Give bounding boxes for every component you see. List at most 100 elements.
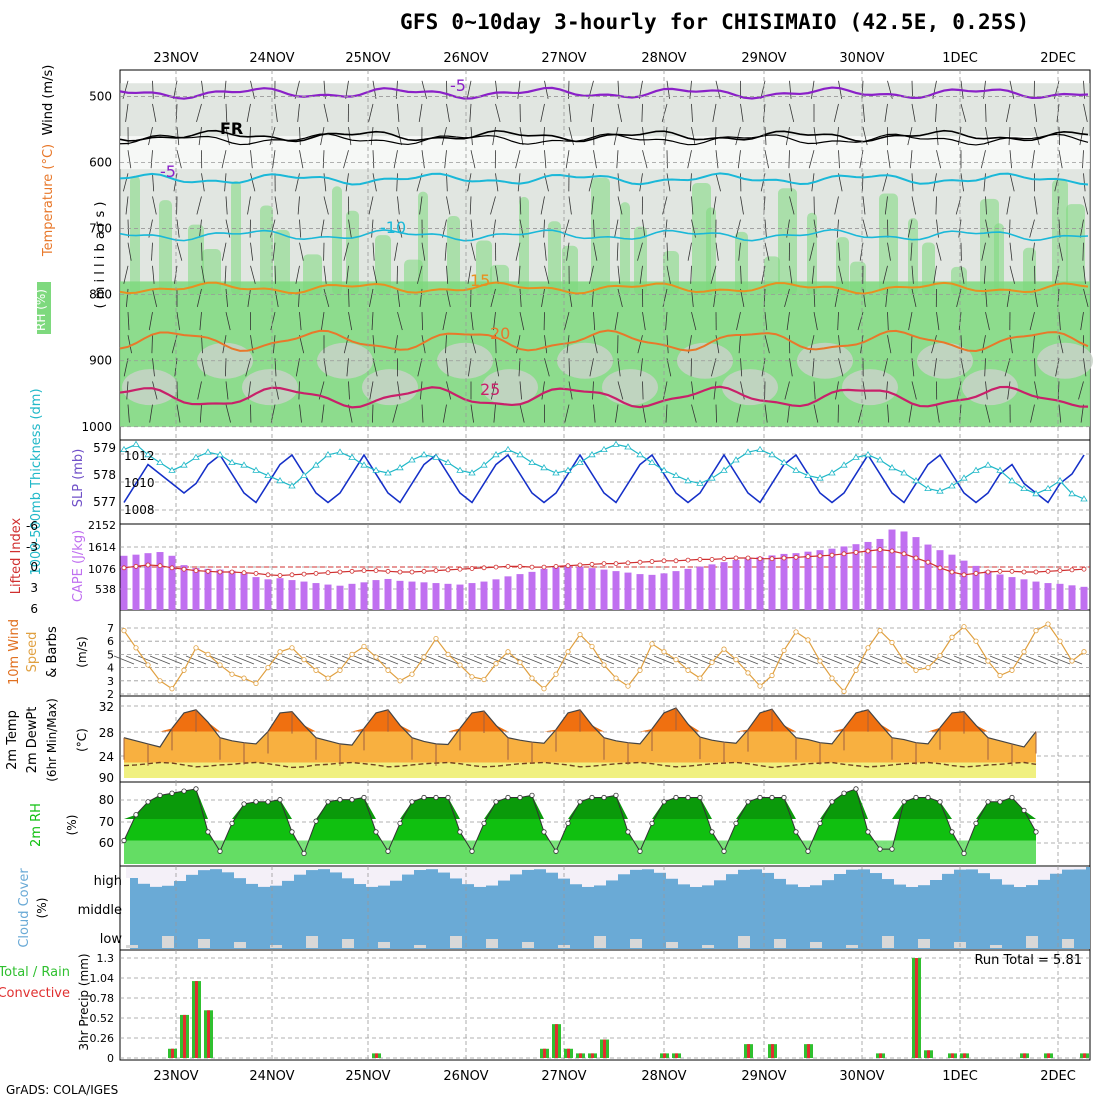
cape-bar xyxy=(468,583,476,610)
wind-barb xyxy=(445,335,447,354)
wind-barb xyxy=(838,150,840,169)
wind-speed-point xyxy=(481,676,487,683)
wind-speed-point xyxy=(745,670,751,676)
rh2m-point xyxy=(625,829,631,835)
wind-speed-point xyxy=(529,675,535,681)
temp-unit-label: (°C) xyxy=(75,728,89,752)
wind-barb xyxy=(666,242,669,261)
wind-speed-point xyxy=(613,675,619,681)
lifted-index-point xyxy=(829,552,835,558)
rh2m-point xyxy=(493,799,499,805)
wind-tick: 4 xyxy=(107,662,114,675)
rh2m-point xyxy=(397,820,403,826)
wind-barb xyxy=(593,335,598,354)
lifted-index-point xyxy=(1045,568,1051,574)
wind-speed-point xyxy=(253,680,259,687)
wind10m-barb xyxy=(1013,655,1035,665)
wind-barb xyxy=(566,242,570,261)
rh2m-axis-label: 2m RH xyxy=(29,803,44,847)
lifted-index-point xyxy=(217,569,223,575)
wind-speed-point xyxy=(877,628,883,634)
cloud-high-bar xyxy=(138,867,150,884)
wind-barb xyxy=(691,126,696,146)
wind-barb xyxy=(151,242,153,261)
wind-speed-point xyxy=(949,634,955,640)
wind-barb xyxy=(541,288,545,308)
wind-barb xyxy=(1032,335,1035,354)
cape-bar xyxy=(912,537,920,610)
cape-tick: 1614 xyxy=(88,541,116,554)
date-tick-bottom: 27NOV xyxy=(541,1069,586,1084)
wind-barb xyxy=(274,358,277,377)
rh2m-unit-label: (%) xyxy=(65,815,79,836)
cloud-high-bar xyxy=(330,867,342,873)
thickness-point xyxy=(816,474,824,481)
lifted-index-point xyxy=(457,566,463,572)
thickness-point xyxy=(372,466,380,473)
rh-plume xyxy=(994,223,1004,295)
wind-barb xyxy=(933,358,937,377)
wind-barb xyxy=(911,265,914,284)
cloud-high-bar xyxy=(402,867,414,875)
wind-speed-point xyxy=(205,651,211,658)
thickness-point xyxy=(384,469,392,476)
temp-axis-label: 2m Temp xyxy=(5,710,20,770)
cloud-high-bar xyxy=(354,867,366,885)
wind10m-barb xyxy=(125,655,147,665)
wind-barb xyxy=(372,150,375,169)
precip-axis-label: 3hr Precip (mm) xyxy=(77,953,91,1050)
wind-barb xyxy=(397,126,402,146)
wind-barb xyxy=(322,150,325,169)
lifted-index-point xyxy=(301,571,307,577)
wind-barb xyxy=(617,288,623,308)
wind-barb xyxy=(201,358,206,377)
precip-convective-bar xyxy=(1023,1053,1026,1058)
wind-barb xyxy=(981,242,986,261)
rh2m-fill-low xyxy=(124,840,1036,864)
cloud-high-bar xyxy=(306,867,318,871)
rh2m-point xyxy=(529,792,535,798)
wind-barb xyxy=(715,150,719,169)
thickness-point xyxy=(888,464,896,471)
wind-barb xyxy=(960,335,963,354)
wind-barb xyxy=(393,150,398,169)
rh2m-tick: 70 xyxy=(99,815,114,829)
wind10m-axis-label: Speed xyxy=(25,632,40,673)
wind-barb xyxy=(786,312,790,331)
wind-barb xyxy=(470,127,473,146)
cloud-high-bar xyxy=(162,867,174,886)
cape-bar xyxy=(396,580,404,610)
cloud-high-bar xyxy=(618,867,630,875)
cape-bar xyxy=(552,567,560,610)
wind-barb xyxy=(176,150,182,169)
wind-barb xyxy=(126,381,129,400)
wind-barb xyxy=(687,242,692,261)
wind-barb xyxy=(493,312,496,331)
wind-speed-point xyxy=(961,624,967,630)
wind-barb xyxy=(225,404,231,423)
rh-blob xyxy=(917,342,973,379)
cloud-level-label: middle xyxy=(78,903,122,918)
wind-barb xyxy=(152,173,155,192)
wind-barb xyxy=(663,381,668,400)
cape-bar xyxy=(240,572,248,610)
wind-barb xyxy=(811,80,815,99)
thickness-point xyxy=(876,456,884,463)
wind-barb xyxy=(911,196,916,215)
wind-barb xyxy=(1009,150,1012,169)
wind-barb xyxy=(1083,288,1089,308)
cloud-high-bar xyxy=(582,867,594,887)
wind-barb xyxy=(591,196,594,215)
wind-barb xyxy=(1006,288,1011,308)
wind10m-barb xyxy=(869,655,891,665)
wind-barb xyxy=(789,265,793,284)
wind-barb xyxy=(515,150,521,169)
wind-barb xyxy=(911,288,917,308)
wind-barb xyxy=(617,173,620,192)
wind-barb xyxy=(764,404,768,423)
wind-barb xyxy=(617,265,621,284)
wind10m-axis-label: & Barbs xyxy=(45,626,60,678)
cloud-high-bar xyxy=(1062,867,1074,870)
cape-bar xyxy=(1068,585,1076,610)
wind-tick: 2 xyxy=(107,688,114,701)
